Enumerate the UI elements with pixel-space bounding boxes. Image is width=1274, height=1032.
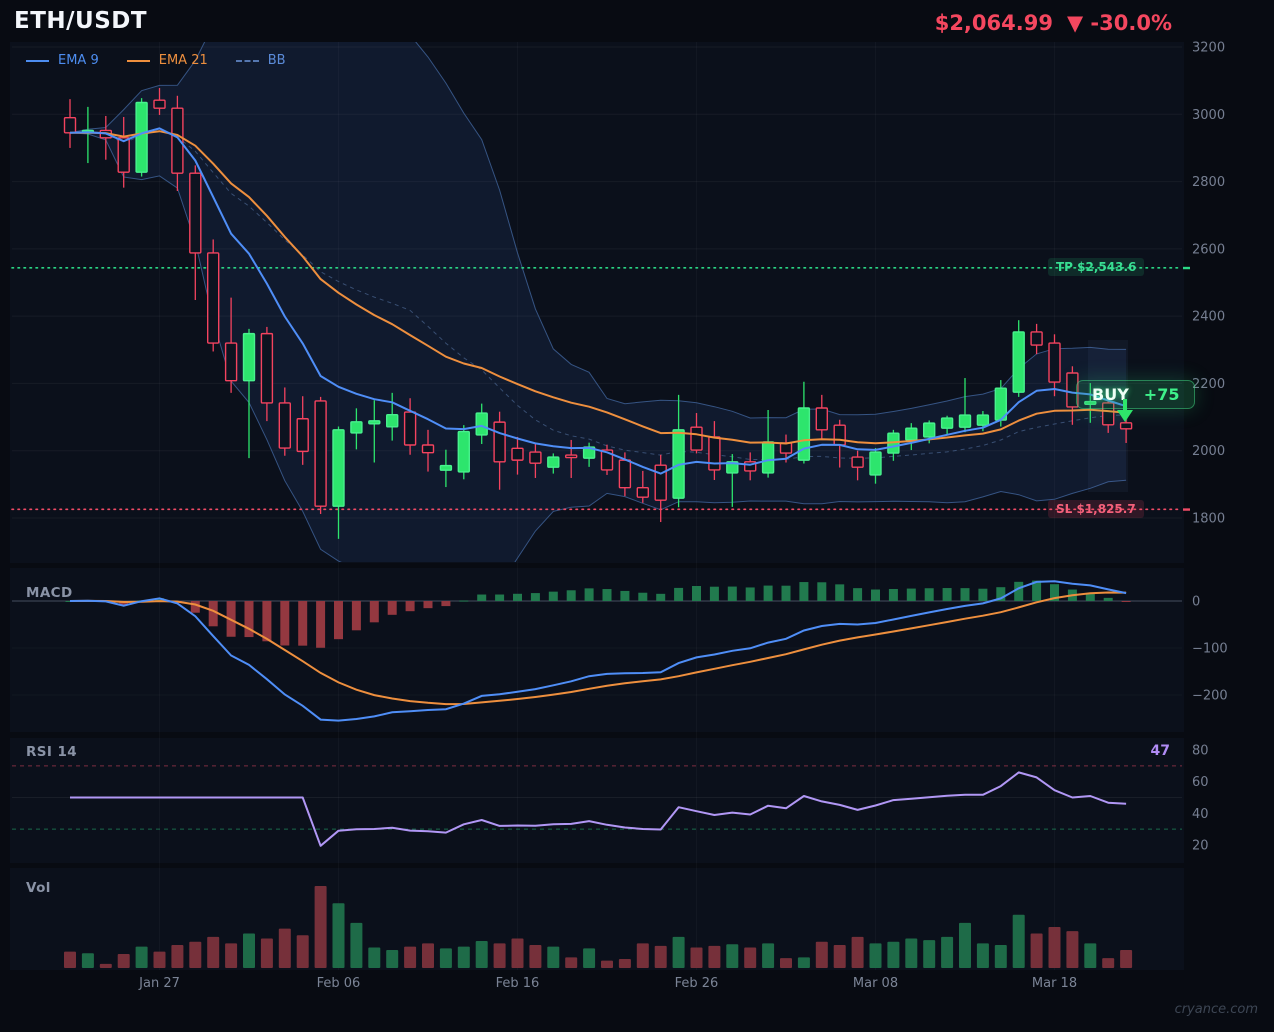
watermark: cryance.com — [1174, 1002, 1258, 1017]
svg-text:1800: 1800 — [1192, 512, 1225, 527]
svg-text:Feb 26: Feb 26 — [675, 976, 719, 991]
svg-text:3200: 3200 — [1192, 41, 1225, 56]
legend-item-label: EMA 21 — [158, 53, 208, 68]
sl-axis-tick — [1183, 508, 1190, 511]
svg-text:2400: 2400 — [1192, 310, 1225, 325]
rsi-line — [70, 771, 1127, 847]
panel-backgrounds — [10, 42, 1184, 970]
svg-text:Mar 08: Mar 08 — [853, 976, 898, 991]
buy-signal-label: BUY — [1092, 385, 1129, 404]
symbol-title: ETH/USDT — [14, 8, 148, 34]
svg-text:2800: 2800 — [1192, 175, 1225, 190]
svg-text:80: 80 — [1192, 744, 1209, 759]
price-axis-labels: 3200 3000 2800 2600 2400 2200 2000 1800 — [1192, 41, 1225, 527]
svg-text:Feb 16: Feb 16 — [496, 976, 540, 991]
svg-text:−100: −100 — [1192, 642, 1228, 657]
last-price-value: $2,064.99 — [934, 11, 1053, 35]
svg-text:Jan 27: Jan 27 — [138, 976, 180, 991]
macd-signal-line — [69, 591, 1127, 706]
time-axis-labels: Jan 27 Feb 06 Feb 16 Feb 26 Mar 08 Mar 18 — [138, 976, 1077, 991]
svg-text:40: 40 — [1192, 807, 1209, 822]
change-percent: -30.0% — [1090, 11, 1172, 35]
macd-panel — [12, 580, 1182, 722]
tp-axis-tick — [1183, 266, 1190, 270]
bb-line-swatch-icon — [235, 59, 259, 62]
legend-item-label: BB — [267, 53, 286, 68]
buy-arrow-icon — [1117, 399, 1133, 422]
bollinger-upper-line — [69, 42, 1127, 419]
rsi-panel-title: RSI 14 — [26, 744, 78, 760]
candles-layer — [63, 88, 1133, 539]
svg-text:60: 60 — [1192, 775, 1209, 790]
chart-legend: EMA 9 EMA 21 BB — [26, 53, 286, 68]
price-change-value: ▼ -30.0% — [1067, 11, 1172, 35]
rsi-axis-labels: 80 60 40 20 — [1192, 744, 1209, 854]
bollinger-lower-line — [69, 132, 1127, 562]
legend-item-ema9[interactable]: EMA 9 — [26, 53, 99, 68]
ema9-line-swatch-icon — [26, 59, 49, 62]
rsi-panel — [12, 765, 1182, 847]
ema21-line — [69, 130, 1127, 445]
svg-text:20: 20 — [1192, 839, 1209, 854]
svg-text:2600: 2600 — [1192, 242, 1225, 257]
price-ticker: $2,064.99 ▼ -30.0% — [935, 11, 1172, 35]
buy-signal-badge: BUY +75 — [1076, 380, 1196, 409]
svg-text:2200: 2200 — [1192, 377, 1225, 392]
legend-item-bb[interactable]: BB — [235, 53, 286, 68]
volume-panel-title: Vol — [26, 880, 51, 896]
legend-item-ema21[interactable]: EMA 21 — [126, 53, 208, 68]
svg-text:Feb 06: Feb 06 — [317, 976, 361, 991]
svg-text:3000: 3000 — [1192, 108, 1225, 123]
svg-text:−200: −200 — [1192, 689, 1228, 704]
svg-text:Mar 18: Mar 18 — [1032, 976, 1077, 991]
svg-text:2000: 2000 — [1192, 444, 1225, 459]
bollinger-middle-line — [69, 130, 1127, 461]
rsi-current-value: 47 — [1150, 743, 1170, 759]
macd-axis-labels: 0 −100 −200 — [1192, 595, 1228, 704]
ema21-line-swatch-icon — [126, 59, 150, 62]
macd-panel-title: MACD — [26, 585, 73, 601]
stop-loss-line-label: SL $1,825.7 — [1048, 500, 1144, 518]
take-profit-line-label: TP $2,543.6 — [1048, 258, 1145, 276]
svg-text:0: 0 — [1192, 595, 1200, 610]
buy-signal-score: +75 — [1143, 385, 1180, 404]
macd-line — [69, 580, 1127, 722]
legend-item-label: EMA 9 — [58, 53, 99, 68]
price-level-lines — [11, 266, 1190, 511]
triangle-down-icon: ▼ — [1066, 11, 1084, 35]
volume-bars — [64, 886, 1133, 968]
ema9-line — [69, 127, 1127, 475]
